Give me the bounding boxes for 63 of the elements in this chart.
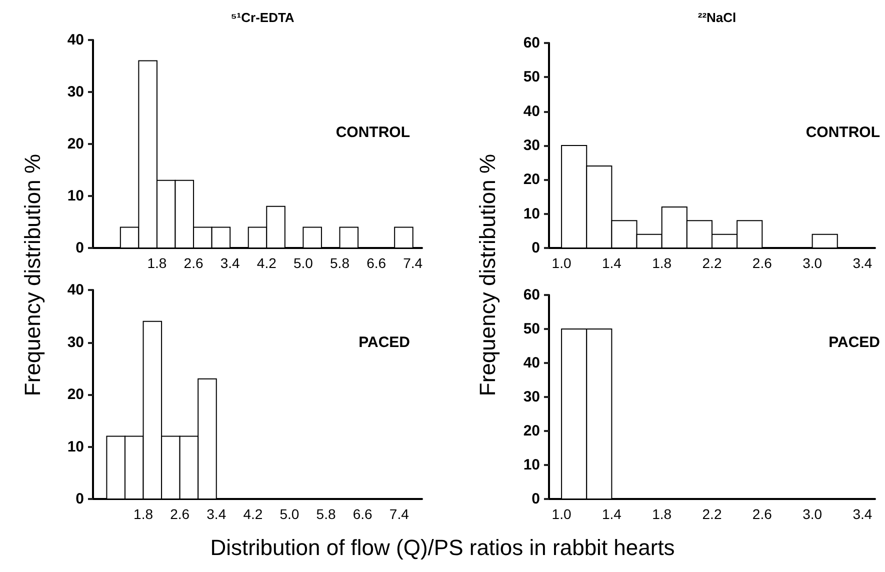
y-tick-label: 50 — [523, 68, 540, 86]
y-tick-label: 10 — [523, 205, 540, 222]
y-tick-label: 40 — [67, 32, 84, 48]
x-tick-label: 1.0 — [552, 506, 572, 522]
x-tick-label: 7.4 — [403, 255, 423, 271]
y-tick-label: 20 — [67, 386, 84, 403]
chart-title: ²²NaCl — [698, 10, 736, 25]
x-tick-label: 1.8 — [134, 506, 154, 522]
x-tick-label: 2.6 — [752, 255, 772, 271]
y-tick-label: 30 — [523, 137, 540, 154]
y-tick-label: 30 — [67, 334, 84, 351]
x-tick-label: 3.4 — [206, 506, 226, 522]
x-tick-label: 1.4 — [602, 506, 622, 522]
x-tick-label: 1.8 — [147, 255, 167, 271]
x-tick-label: 3.0 — [802, 506, 822, 522]
x-tick-label: 5.8 — [316, 506, 336, 522]
x-tick-label: 5.0 — [293, 255, 314, 271]
y-tick-label: 60 — [523, 34, 540, 52]
x-tick-label: 5.0 — [280, 506, 300, 522]
x-tick-label: 1.0 — [552, 255, 572, 271]
x-tick-label: 1.8 — [652, 506, 672, 522]
x-tick-label: 3.4 — [220, 255, 240, 271]
y-tick-label: 10 — [67, 438, 84, 456]
y-tick-label: 30 — [67, 84, 84, 100]
y-tick-label: 20 — [523, 171, 540, 188]
y-tick-label: 50 — [523, 320, 540, 338]
x-tick-label: 2.6 — [170, 506, 190, 522]
x-axis-title: Distribution of flow (Q)/PS ratios in rabbit hearts — [209, 535, 676, 561]
x-tick-label: 2.6 — [184, 255, 204, 271]
annotation: CONTROL — [806, 124, 880, 141]
annotation: PACED — [358, 334, 410, 351]
x-tick-label: 3.4 — [852, 506, 872, 522]
x-tick-label: 6.6 — [366, 255, 386, 271]
y-axis-title: Frequency distribution % — [474, 152, 501, 398]
x-tick-label: 6.6 — [352, 506, 373, 522]
y-tick-label: 20 — [523, 422, 540, 440]
chart-title: ⁵¹Cr-EDTA — [230, 10, 295, 25]
y-tick-label: 0 — [76, 490, 84, 508]
annotation: PACED — [828, 334, 880, 351]
x-tick-label: 2.6 — [752, 506, 772, 522]
y-tick-label: 40 — [67, 282, 84, 298]
y-tick-label: 0 — [532, 490, 540, 508]
x-tick-label: 1.4 — [602, 255, 622, 271]
x-tick-label: 4.2 — [256, 255, 277, 271]
x-tick-label: 3.0 — [802, 255, 822, 271]
x-tick-label: 5.8 — [330, 255, 350, 271]
y-tick-label: 0 — [532, 240, 540, 256]
y-tick-label: 40 — [523, 102, 540, 120]
y-axis-title: Frequency distribution % — [19, 152, 46, 398]
y-tick-label: 40 — [523, 354, 540, 372]
x-tick-label: 3.4 — [852, 255, 872, 271]
x-tick-label: 2.2 — [702, 506, 722, 522]
x-tick-label: 2.2 — [702, 255, 722, 271]
y-tick-label: 10 — [67, 188, 84, 204]
x-tick-label: 1.8 — [652, 255, 672, 271]
y-tick-label: 30 — [523, 388, 540, 406]
y-tick-label: 60 — [523, 286, 540, 304]
y-tick-label: 10 — [523, 456, 540, 474]
y-tick-label: 20 — [67, 136, 84, 152]
y-tick-label: 0 — [76, 240, 84, 256]
x-tick-label: 7.4 — [389, 506, 410, 522]
annotation: CONTROL — [336, 124, 410, 141]
x-tick-label: 4.2 — [243, 506, 263, 522]
